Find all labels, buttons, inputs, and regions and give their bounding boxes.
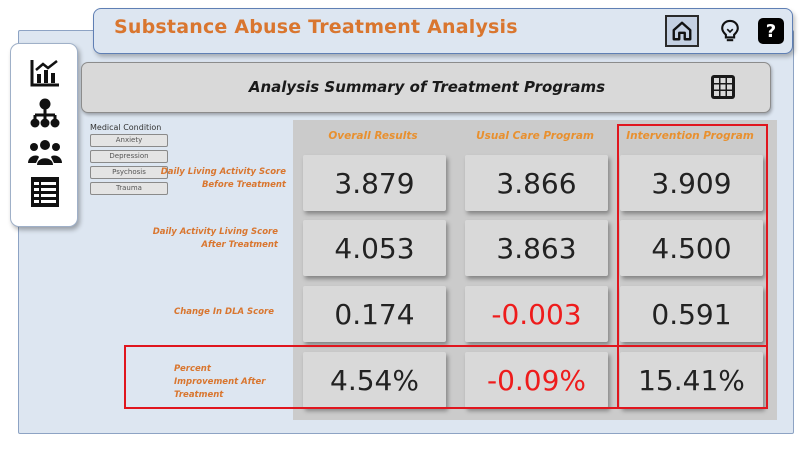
row-label-percent: Percent Improvement After Treatment xyxy=(174,364,266,400)
help-button[interactable]: ? xyxy=(754,15,788,47)
slicer-title: Medical Condition xyxy=(90,123,162,132)
help-icon: ? xyxy=(758,18,784,44)
slicer-option-psychosis[interactable]: Psychosis xyxy=(90,166,168,179)
app-header: Substance Abuse Treatment Analysis ? xyxy=(93,8,793,54)
value-card: 4.54% xyxy=(303,352,446,408)
hierarchy-icon xyxy=(30,98,60,128)
summary-header: Analysis Summary of Treatment Programs xyxy=(81,62,771,113)
lightbulb-icon xyxy=(721,19,739,42)
sidebar-item-table[interactable] xyxy=(27,175,63,209)
people-group-icon xyxy=(28,140,62,165)
value-card: 3.866 xyxy=(465,155,608,211)
row-label-after: Daily Activity Living Score After Treatm… xyxy=(152,227,278,250)
percent-improvement-highlight-box xyxy=(124,345,768,409)
value-card: 4.500 xyxy=(620,220,763,276)
value-card: 0.591 xyxy=(620,286,763,342)
medical-condition-slicer: Medical Condition Anxiety Depression Psy… xyxy=(90,123,170,198)
value-card-negative: -0.003 xyxy=(465,286,608,342)
value-card: 3.879 xyxy=(303,155,446,211)
row-label-before: Daily Living Activity Score Before Treat… xyxy=(160,167,286,190)
home-button[interactable] xyxy=(665,15,699,47)
sidebar xyxy=(10,43,78,227)
slicer-option-anxiety[interactable]: Anxiety xyxy=(90,134,168,147)
table-list-icon xyxy=(31,177,59,207)
value-card: 0.174 xyxy=(303,286,446,342)
line-chart-icon xyxy=(30,60,59,87)
value-card: 3.909 xyxy=(620,155,763,211)
summary-title: Analysis Summary of Treatment Programs xyxy=(248,78,606,96)
sidebar-item-people[interactable] xyxy=(27,135,63,169)
slicer-option-trauma[interactable]: Trauma xyxy=(90,182,168,195)
column-header-usual-care: Usual Care Program xyxy=(476,130,594,142)
column-header-intervention: Intervention Program xyxy=(626,130,754,142)
slicer-option-depression[interactable]: Depression xyxy=(90,150,168,163)
grid-icon[interactable] xyxy=(710,74,736,100)
column-header-overall: Overall Results xyxy=(328,130,418,142)
value-card: 3.863 xyxy=(465,220,608,276)
value-card-negative: -0.09% xyxy=(465,352,608,408)
home-icon xyxy=(672,21,692,41)
sidebar-item-line-chart[interactable] xyxy=(27,56,63,90)
sidebar-item-hierarchy[interactable] xyxy=(27,96,63,130)
value-card: 4.053 xyxy=(303,220,446,276)
row-label-change: Change In DLA Score xyxy=(173,307,274,317)
app-title: Substance Abuse Treatment Analysis xyxy=(114,16,518,38)
insights-button[interactable] xyxy=(713,15,747,47)
value-card: 15.41% xyxy=(620,352,763,408)
